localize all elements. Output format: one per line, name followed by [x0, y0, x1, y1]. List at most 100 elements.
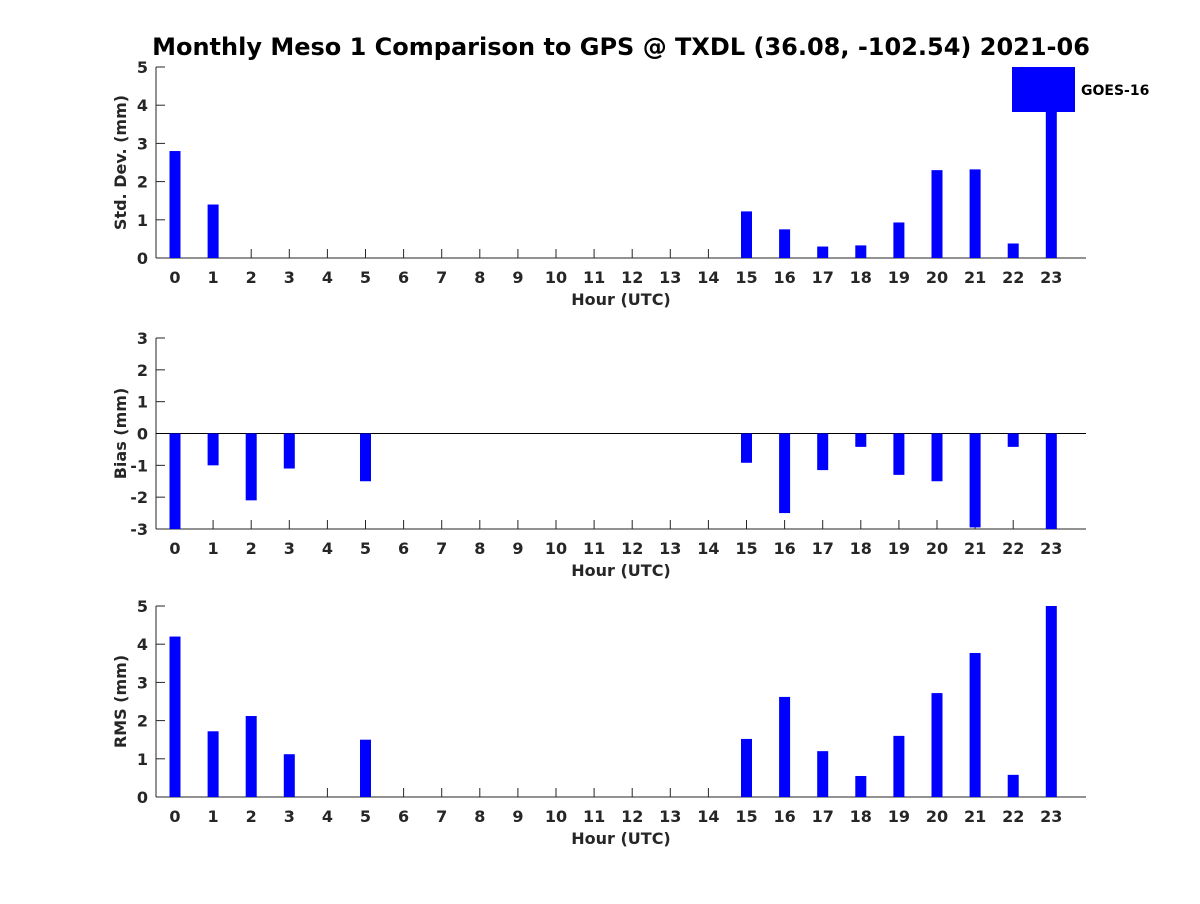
x-tick-label: 17: [812, 807, 834, 826]
y-tick-label: 4: [137, 635, 148, 654]
y-tick-label: 2: [137, 361, 148, 380]
bar-hour-17: [817, 246, 829, 258]
bar-hour-23: [1045, 433, 1057, 529]
bar-hour-2: [245, 433, 257, 501]
x-tick-label: 8: [474, 539, 485, 558]
bar-hour-15: [741, 433, 752, 463]
x-tick-label: 11: [583, 539, 605, 558]
y-tick-label: 2: [137, 712, 148, 731]
x-tick-label: 0: [169, 807, 180, 826]
x-tick-label: 0: [169, 268, 180, 287]
bar-hour-22: [1007, 433, 1019, 447]
x-tick-label: 2: [246, 268, 257, 287]
y-tick-label: 1: [137, 393, 148, 412]
bar-hour-21: [969, 652, 981, 797]
bar-hour-17: [817, 751, 829, 797]
bar-hour-15: [741, 738, 752, 797]
y-tick-label: -2: [130, 488, 148, 507]
y-tick-label: 1: [137, 211, 148, 230]
x-tick-label: 11: [583, 268, 605, 287]
y-tick-label: -1: [130, 456, 148, 475]
x-axis-label: Hour (UTC): [571, 829, 671, 848]
x-tick-label: 13: [659, 268, 681, 287]
x-tick-label: 22: [1002, 807, 1024, 826]
x-tick-label: 14: [697, 268, 719, 287]
bar-hour-18: [855, 433, 867, 447]
y-tick-label: 2: [137, 173, 148, 192]
x-tick-label: 13: [659, 539, 681, 558]
bar-hour-16: [779, 229, 791, 258]
y-axis-label: RMS (mm): [111, 655, 130, 748]
x-tick-label: 6: [398, 268, 409, 287]
x-tick-label: 22: [1002, 268, 1024, 287]
bar-hour-21: [969, 433, 981, 528]
x-tick-label: 14: [697, 807, 719, 826]
bar-hour-23: [1045, 606, 1057, 797]
y-tick-label: -3: [130, 520, 148, 539]
x-tick-label: 19: [888, 268, 910, 287]
y-tick-label: 3: [137, 134, 148, 153]
bar-hour-16: [779, 696, 791, 797]
x-tick-label: 17: [812, 268, 834, 287]
x-tick-label: 1: [208, 268, 219, 287]
x-tick-label: 19: [888, 807, 910, 826]
x-tick-label: 16: [773, 539, 795, 558]
x-tick-label: 7: [436, 539, 447, 558]
x-tick-label: 20: [926, 807, 948, 826]
x-tick-label: 10: [545, 539, 567, 558]
bar-hour-23: [1045, 67, 1057, 258]
x-tick-label: 7: [436, 807, 447, 826]
legend-label: GOES-16: [1081, 83, 1149, 99]
bar-hour-15: [741, 211, 752, 258]
x-tick-label: 4: [322, 807, 333, 826]
x-tick-label: 23: [1040, 268, 1062, 287]
x-tick-label: 4: [322, 268, 333, 287]
x-tick-label: 3: [284, 807, 295, 826]
bar-hour-0: [169, 151, 181, 258]
x-axis-label: Hour (UTC): [571, 290, 671, 309]
x-tick-label: 19: [888, 539, 910, 558]
x-tick-label: 9: [512, 807, 523, 826]
x-tick-label: 20: [926, 268, 948, 287]
x-tick-label: 10: [545, 268, 567, 287]
y-axis-label: Std. Dev. (mm): [111, 95, 130, 230]
x-tick-label: 2: [246, 539, 257, 558]
x-tick-label: 6: [398, 539, 409, 558]
legend: GOES-16: [1012, 67, 1149, 112]
x-tick-label: 17: [812, 539, 834, 558]
y-tick-label: 5: [137, 58, 148, 77]
x-tick-label: 13: [659, 807, 681, 826]
y-axis-label: Bias (mm): [111, 388, 130, 480]
bar-hour-3: [283, 754, 295, 797]
x-tick-label: 8: [474, 268, 485, 287]
x-tick-label: 9: [512, 539, 523, 558]
x-tick-label: 12: [621, 539, 643, 558]
x-tick-label: 3: [284, 539, 295, 558]
x-tick-label: 6: [398, 807, 409, 826]
bar-hour-1: [207, 204, 219, 258]
x-axis-label: Hour (UTC): [571, 561, 671, 580]
bar-hour-22: [1007, 243, 1019, 258]
bar-hour-1: [207, 433, 219, 466]
y-tick-label: 4: [137, 96, 148, 115]
x-tick-label: 0: [169, 539, 180, 558]
x-tick-label: 18: [850, 268, 872, 287]
bar-hour-3: [283, 433, 295, 469]
x-tick-label: 10: [545, 807, 567, 826]
x-tick-label: 9: [512, 268, 523, 287]
x-tick-label: 15: [735, 539, 757, 558]
bar-hour-17: [817, 433, 829, 471]
legend-swatch: [1012, 67, 1075, 112]
bar-hour-2: [245, 716, 257, 797]
y-tick-label: 0: [137, 788, 148, 807]
x-tick-label: 7: [436, 268, 447, 287]
x-tick-label: 5: [360, 268, 371, 287]
bar-hour-20: [931, 170, 943, 258]
x-tick-label: 2: [246, 807, 257, 826]
